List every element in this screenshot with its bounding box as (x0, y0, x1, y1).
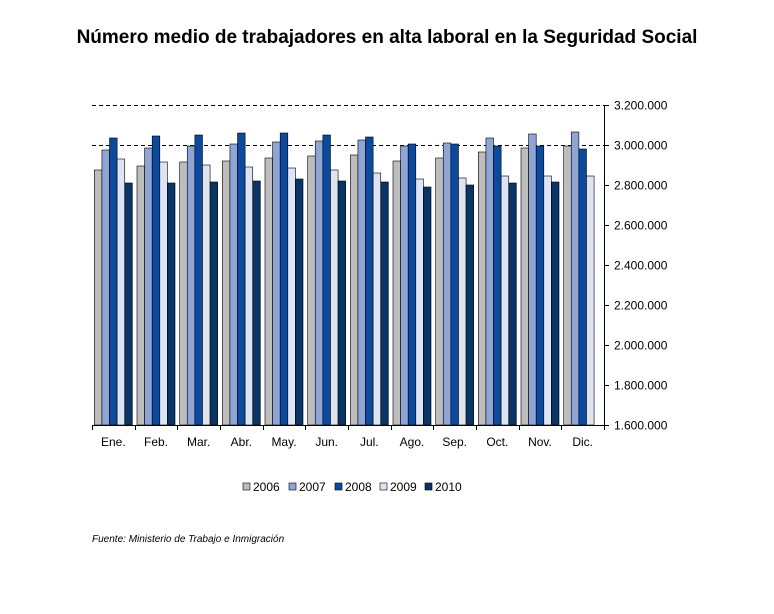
source-note: Fuente: Ministerio de Trabajo e Inmigrac… (92, 534, 285, 545)
y-tick-label-7: 3.000.000 (614, 139, 668, 153)
bar-2008-10 (493, 145, 502, 426)
axis-layer: Ene. Feb. Mar. Abr. May. Jun. Jul. Ago. Sep. Oct.… (92, 99, 668, 449)
bar-2007-4 (229, 143, 238, 426)
legend-swatch-2006 (242, 482, 251, 491)
legend-label-2010: 2010 (435, 480, 462, 494)
y-tick-label-8: 3.200.000 (614, 99, 668, 113)
legend-label-2006: 2006 (253, 480, 280, 494)
bar-2006-4 (222, 160, 231, 426)
bar-2006-8 (392, 160, 401, 426)
bar-2008-5 (279, 132, 289, 426)
bar-2006-9 (435, 157, 444, 426)
bar-2008-1 (109, 137, 118, 426)
bar-2010-1 (124, 182, 133, 426)
bar-2007-11 (528, 133, 537, 426)
bar-2006-10 (478, 151, 487, 426)
bar-2008-11 (535, 145, 545, 426)
y-tick-label-6: 2.800.000 (614, 179, 668, 193)
bar-2007-6 (314, 140, 324, 426)
bar-2008-9 (450, 143, 459, 426)
y-tick-label-0: 1.600.000 (614, 419, 668, 433)
y-tick-label-1: 1.800.000 (614, 379, 668, 393)
bar-2010-10 (508, 182, 517, 426)
bar-2009-1 (116, 158, 126, 426)
bar-2009-7 (372, 172, 382, 426)
bar-2007-12 (570, 131, 580, 426)
bar-2009-5 (287, 167, 296, 426)
bars-layer (94, 131, 595, 426)
bar-2010-2 (167, 182, 176, 426)
bar-2007-5 (272, 141, 281, 426)
bar-2006-1 (94, 169, 103, 426)
y-tick-label-3: 2.200.000 (614, 299, 668, 313)
bar-2006-6 (307, 155, 316, 426)
x-tick-label-5: May. (271, 435, 296, 449)
legend: 2006 2007 2008 2009 2010 (242, 480, 462, 494)
bar-2009-8 (415, 178, 424, 426)
bar-2007-8 (400, 145, 409, 426)
x-tick-label-4: Abr. (231, 435, 252, 449)
legend-swatch-2010 (424, 482, 433, 491)
legend-label-2007: 2007 (299, 480, 326, 494)
bar-2009-11 (543, 175, 552, 426)
legend-label-2008: 2008 (345, 480, 372, 494)
bar-2007-10 (485, 137, 494, 426)
x-tick-label-8: Ago. (400, 435, 425, 449)
bar-2006-3 (179, 161, 188, 426)
y-tick-label-4: 2.400.000 (614, 259, 668, 273)
bar-2009-4 (244, 166, 254, 426)
bar-2008-8 (407, 143, 417, 426)
bar-2009-2 (159, 161, 168, 426)
chart-title: Número medio de trabajadores en alta lab… (76, 27, 698, 48)
x-tick-label-9: Sep. (442, 435, 467, 449)
bar-2006-7 (350, 154, 359, 426)
legend-label-2009: 2009 (390, 480, 417, 494)
bar-2010-5 (295, 178, 304, 426)
legend-swatch-2009 (379, 482, 388, 491)
y-tick-label-5: 2.600.000 (614, 219, 668, 233)
y-tick-label-2: 2.000.000 (614, 339, 668, 353)
bar-2006-2 (136, 165, 145, 426)
bar-2008-12 (578, 148, 587, 426)
bar-2006-12 (563, 145, 572, 426)
bar-2006-11 (520, 147, 529, 426)
x-tick-label-10: Oct. (486, 435, 508, 449)
x-tick-label-7: Jul. (360, 435, 379, 449)
bar-2010-6 (337, 180, 346, 426)
bar-2010-4 (252, 180, 261, 426)
bar-2010-3 (209, 181, 218, 426)
bar-2010-9 (465, 184, 474, 426)
bar-2007-9 (442, 142, 452, 426)
x-tick-label-2: Feb. (144, 435, 168, 449)
x-tick-label-3: Mar. (187, 435, 210, 449)
bar-2009-6 (330, 169, 339, 426)
bar-2008-2 (151, 135, 161, 426)
grid-layer (92, 105, 604, 146)
bar-2009-9 (458, 177, 467, 426)
bar-2010-8 (423, 186, 432, 426)
x-tick-label-12: Dic. (572, 435, 593, 449)
legend-swatch-2008 (334, 482, 343, 491)
x-tick-label-1: Ene. (101, 435, 126, 449)
bar-2008-6 (322, 134, 331, 426)
legend-swatch-2007 (288, 482, 297, 491)
x-tick-label-6: Jun. (315, 435, 338, 449)
bar-2007-7 (357, 139, 366, 426)
bar-2008-3 (194, 134, 203, 426)
x-tick-label-11: Nov. (528, 435, 552, 449)
bar-2009-3 (202, 164, 211, 426)
bar-2007-3 (186, 145, 196, 426)
bar-2009-10 (500, 175, 510, 426)
bar-2007-1 (101, 149, 110, 426)
bar-2010-11 (551, 181, 560, 426)
bar-2008-7 (365, 136, 374, 426)
bar-2007-2 (144, 147, 153, 426)
bar-2006-5 (264, 157, 273, 426)
bar-2008-4 (237, 132, 246, 426)
bar-2010-7 (380, 181, 389, 426)
bar-2009-12 (586, 175, 595, 426)
